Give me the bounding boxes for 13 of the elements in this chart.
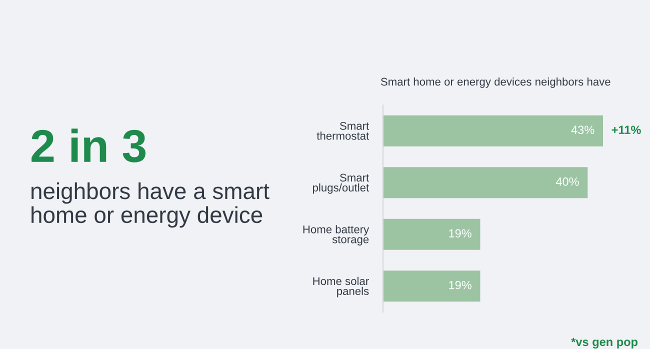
text: neighbors have a smart home or energy device [32,182,270,228]
data-label: 40% [556,177,579,186]
text: 2 in 3 [32,128,146,162]
chart-title: Smart home or energy devices neighbors have [380,78,610,88]
annotation: +11% [612,126,641,134]
data-label: 43% [571,126,594,134]
y-tick-label: Home solar panels [313,276,369,298]
y-tick-label: Home battery storage [303,225,370,246]
y-tick-label: Smart plugs/outlet [313,174,370,194]
data-label: 19% [449,280,472,290]
y-tick-label: Smart thermostat [316,122,370,140]
text: *vs gen pop [571,338,638,349]
data-label: 19% [449,229,472,238]
